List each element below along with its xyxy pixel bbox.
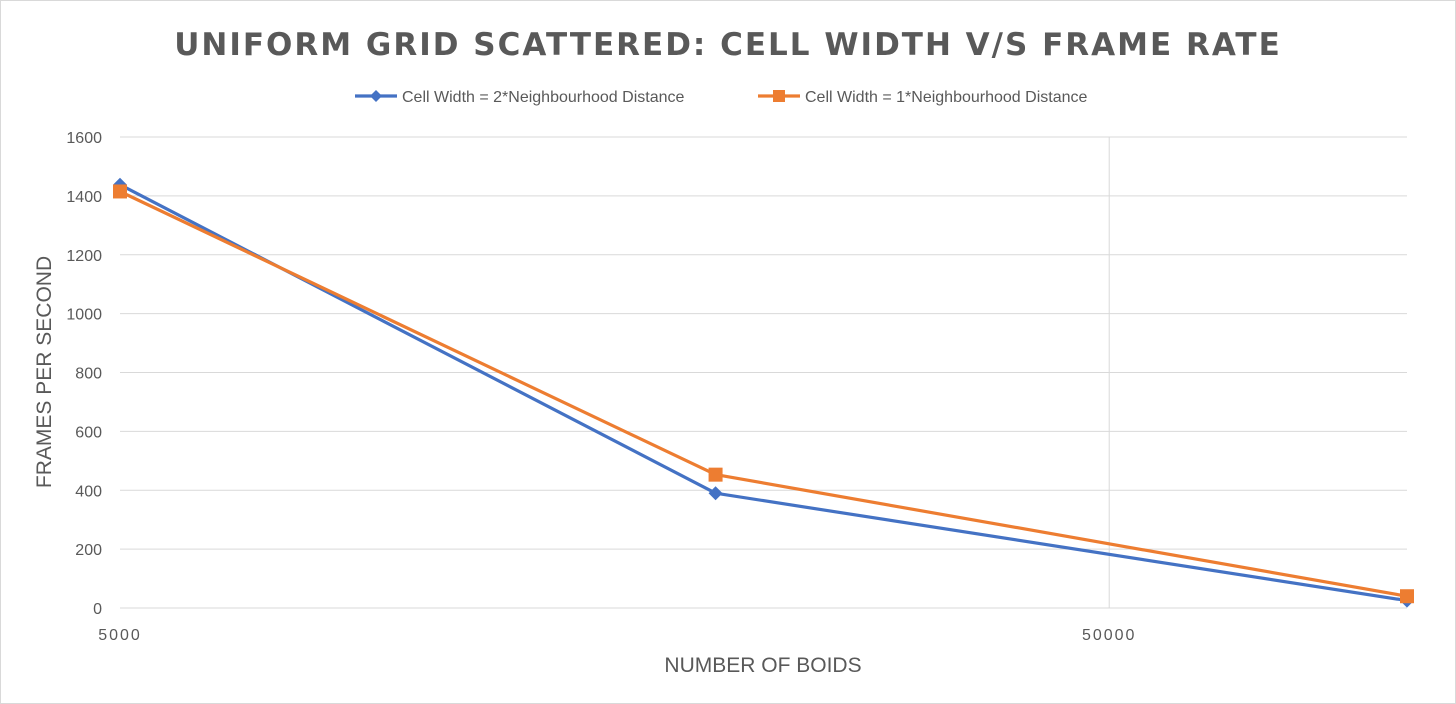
legend: Cell Width = 2*Neighbourhood Distance Cel… [355,89,1087,106]
x-axis-ticks: 5000 50000 [98,627,1137,644]
series-line-1 [119,183,1408,603]
y-tick-label: 1400 [66,189,102,206]
y-tick-label: 600 [75,424,102,441]
legend-label: Cell Width = 1*Neighbourhood Distance [805,89,1087,106]
y-tick-label: 1600 [66,130,102,147]
y-tick-label: 0 [93,601,102,618]
legend-item-2: Cell Width = 1*Neighbourhood Distance [758,89,1087,106]
series-markers [113,177,1414,608]
legend-label: Cell Width = 2*Neighbourhood Distance [402,89,684,106]
data-point-series-1 [708,486,723,501]
series-line-2 [119,190,1408,598]
y-tick-label: 1200 [66,248,102,265]
y-tick-label: 800 [75,366,102,383]
y-axis-title: FRAMES PER SECOND [33,256,56,488]
data-point-series-2 [1400,589,1414,604]
legend-marker [773,90,785,102]
x-axis-title: NUMBER OF BOIDS [664,654,861,677]
data-point-series-2 [113,184,127,199]
y-tick-label: 1000 [66,307,102,324]
y-tick-label: 400 [75,483,102,500]
x-tick-label: 5000 [98,627,142,644]
data-point-series-2 [708,467,723,482]
legend-marker [370,90,382,102]
x-tick-label: 50000 [1082,627,1137,644]
legend-item-1: Cell Width = 2*Neighbourhood Distance [355,89,684,106]
gridlines [120,136,1407,609]
series-lines [119,183,1408,603]
y-tick-label: 200 [75,542,102,559]
chart-title: UNIFORM GRID SCATTERED: CELL WIDTH V/S F… [174,27,1282,63]
y-axis-ticks: 0 200 400 600 800 1000 1200 1400 1600 [66,130,102,618]
